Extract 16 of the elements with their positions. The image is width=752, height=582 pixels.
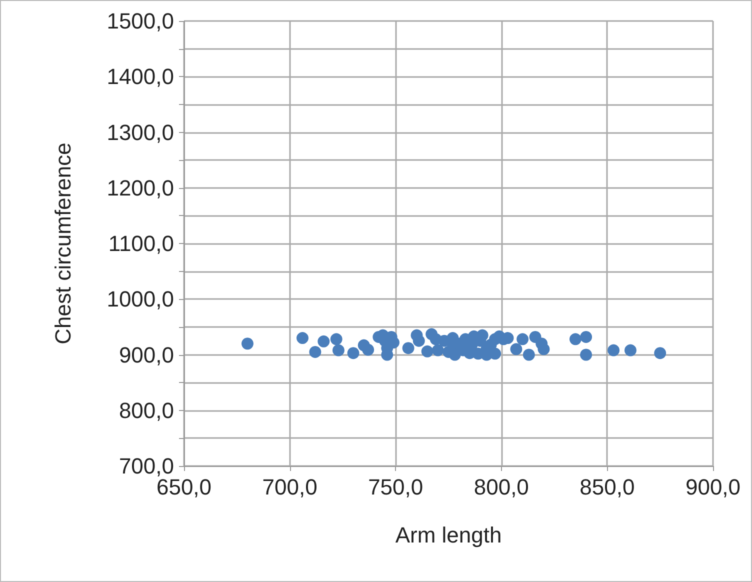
y-tick-label: 1500,0 xyxy=(106,8,174,34)
y-tick-label: 900,0 xyxy=(118,342,174,368)
x-axis-title: Arm length xyxy=(395,522,502,548)
y-tick-label: 1000,0 xyxy=(106,286,174,312)
x-tick-label: 750,0 xyxy=(368,474,424,500)
y-tick-label: 700,0 xyxy=(118,454,174,478)
x-tick-label: 900,0 xyxy=(685,474,741,500)
y-tick-label: 1300,0 xyxy=(106,120,174,145)
x-tick-label: 850,0 xyxy=(580,474,635,500)
y-tick-label: 1100,0 xyxy=(108,231,174,256)
x-tick-label: 700,0 xyxy=(262,474,318,500)
y-tick-label: 1200,0 xyxy=(106,175,174,200)
y-tick-label: 1400,0 xyxy=(106,64,174,90)
x-tick-label: 800,0 xyxy=(474,474,529,500)
y-axis-title: Chest circumference xyxy=(50,142,76,344)
y-tick-label: 800,0 xyxy=(118,398,174,423)
